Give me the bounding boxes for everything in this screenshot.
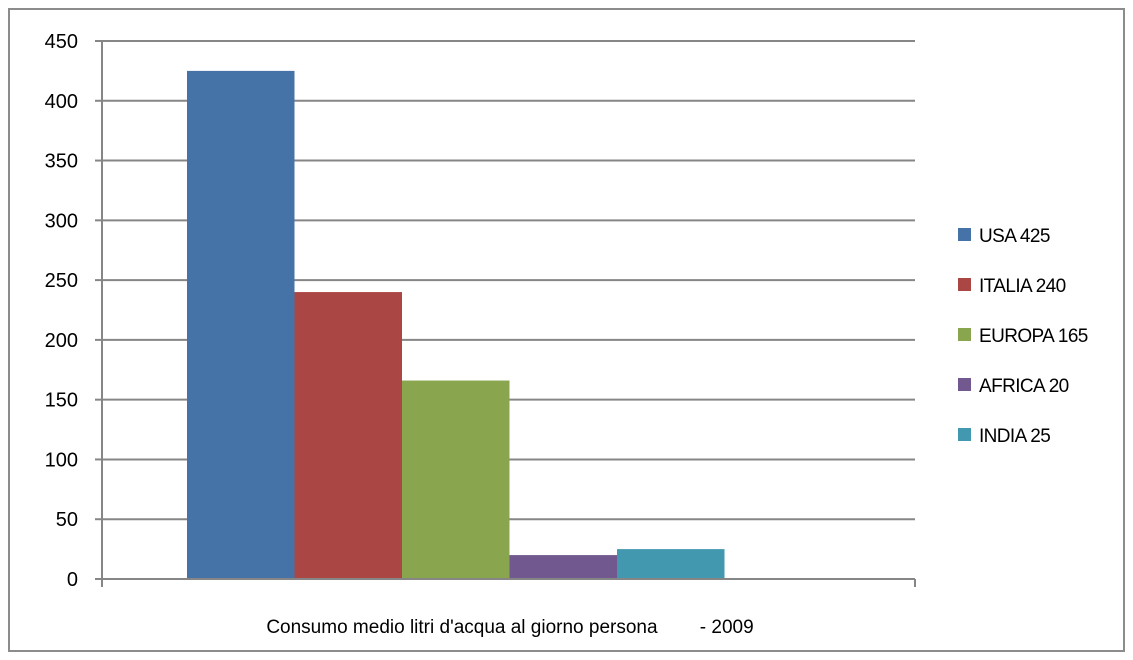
y-tick-label: 250 bbox=[45, 270, 78, 292]
y-tick-label: 300 bbox=[45, 210, 78, 232]
legend-label: USA 425 bbox=[979, 226, 1050, 247]
category-label: Consumo medio litri d'acqua al giorno pe… bbox=[266, 617, 753, 638]
axes bbox=[101, 41, 916, 587]
y-tick-label: 0 bbox=[67, 569, 78, 591]
bar-africa bbox=[509, 555, 617, 579]
legend-label: AFRICA 20 bbox=[979, 376, 1069, 397]
bars bbox=[187, 70, 725, 579]
legend-label: INDIA 25 bbox=[979, 426, 1050, 447]
bar-usa bbox=[187, 70, 295, 579]
legend-swatch bbox=[958, 328, 971, 341]
y-tick-label: 200 bbox=[45, 330, 78, 352]
y-tick-label: 100 bbox=[45, 449, 78, 471]
y-tick-label: 50 bbox=[56, 509, 78, 531]
legend-swatch bbox=[958, 428, 971, 441]
legend-label: ITALIA 240 bbox=[979, 276, 1066, 297]
legend-label: EUROPA 165 bbox=[979, 326, 1088, 347]
bar-europa bbox=[402, 380, 510, 579]
y-tick-label: 450 bbox=[45, 31, 78, 53]
legend: USA 425 ITALIA 240 EUROPA 165 AFRICA 20 INDI… bbox=[958, 226, 1088, 447]
bar-india bbox=[617, 549, 725, 579]
legend-swatch bbox=[958, 378, 971, 391]
y-tick-label: 400 bbox=[45, 91, 78, 113]
y-tick-label: 150 bbox=[45, 390, 78, 412]
y-tick-label: 350 bbox=[45, 151, 78, 173]
bar-italia bbox=[294, 292, 402, 579]
legend-swatch bbox=[958, 278, 971, 291]
legend-swatch bbox=[958, 228, 971, 241]
y-axis-ticks: 0 50 100 150 200 250 300 350 400 450 bbox=[45, 31, 102, 591]
